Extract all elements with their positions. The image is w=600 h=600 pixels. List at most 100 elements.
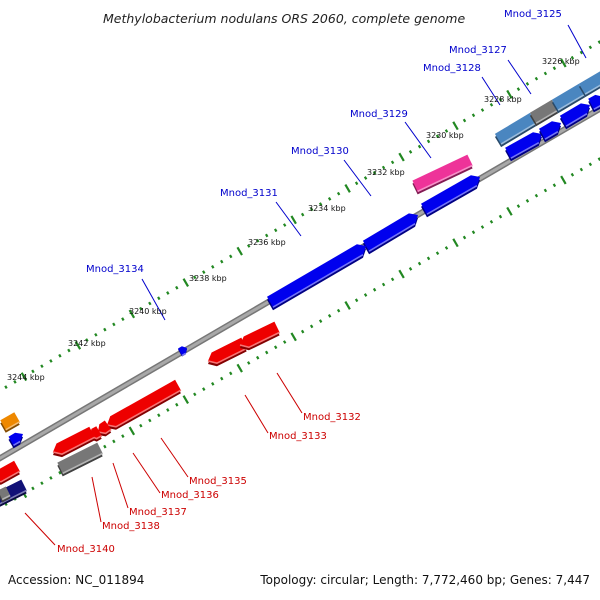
callout-line bbox=[244, 394, 269, 434]
gene-label-reverse[interactable]: Mnod_3140 bbox=[57, 544, 115, 555]
scale-label: 3244 kbp bbox=[7, 373, 45, 382]
scale-tick bbox=[363, 293, 368, 297]
gene-body bbox=[107, 379, 181, 427]
gene-feature bbox=[0, 486, 11, 503]
scale-tick bbox=[128, 309, 136, 319]
scale-tick bbox=[273, 228, 278, 233]
gene-label-reverse[interactable]: Mnod_3137 bbox=[129, 507, 187, 518]
scale-label: 3238 kbp bbox=[189, 274, 227, 283]
gene-body bbox=[98, 420, 112, 434]
gene-label-reverse[interactable]: Mnod_3135 bbox=[189, 476, 247, 487]
scale-tick bbox=[300, 212, 305, 217]
callout-line bbox=[481, 76, 501, 106]
scale-tick bbox=[175, 285, 179, 290]
gene-label-forward[interactable]: Mnod_3127 bbox=[449, 45, 507, 56]
scale-tick bbox=[193, 275, 197, 280]
scale-tick bbox=[202, 387, 206, 391]
gene-highlight bbox=[52, 436, 96, 455]
scale-tick bbox=[588, 162, 593, 167]
gene-body bbox=[240, 321, 280, 348]
gene-label-reverse[interactable]: Mnod_3133 bbox=[269, 431, 327, 442]
scale-tick bbox=[229, 254, 233, 259]
scale-tick bbox=[426, 256, 431, 261]
scale-tick bbox=[139, 306, 143, 311]
gene-feature bbox=[0, 412, 21, 433]
scale-tick bbox=[444, 129, 449, 133]
gene-label-forward[interactable]: Mnod_3128 bbox=[423, 63, 481, 74]
scale-tick bbox=[175, 402, 179, 407]
gene-body bbox=[529, 99, 559, 124]
scale-label: 3228 kbp bbox=[484, 95, 522, 104]
gene-label-forward[interactable]: Mnod_3131 bbox=[220, 188, 278, 199]
gene-body bbox=[559, 103, 590, 127]
scale-tick bbox=[112, 439, 116, 444]
scale-tick bbox=[398, 152, 405, 162]
callout-line bbox=[24, 512, 56, 546]
scale-label: 3230 kbp bbox=[426, 131, 464, 140]
scale-tick bbox=[516, 204, 521, 208]
accession-text: Accession: NC_011894 bbox=[8, 573, 145, 587]
gene-highlight bbox=[0, 470, 21, 483]
scale-tick bbox=[94, 332, 98, 337]
scale-tick bbox=[247, 361, 251, 365]
gene-highlight bbox=[0, 489, 28, 505]
scale-tick bbox=[103, 444, 107, 449]
scale-tick bbox=[211, 382, 215, 386]
scale-tick bbox=[166, 291, 170, 295]
scale-tick bbox=[40, 481, 44, 486]
scale-tick bbox=[336, 308, 341, 313]
gene-feature bbox=[578, 71, 600, 98]
scale-tick bbox=[516, 87, 521, 91]
scale-tick bbox=[543, 188, 548, 193]
scale-tick bbox=[67, 348, 71, 353]
gene-feature bbox=[412, 154, 473, 195]
gene-body bbox=[494, 112, 537, 145]
gene-label-forward[interactable]: Mnod_3134 bbox=[86, 264, 144, 275]
scale-tick bbox=[202, 270, 206, 274]
scale-tick bbox=[471, 230, 476, 235]
scale-tick bbox=[560, 58, 567, 68]
scale-tick bbox=[273, 345, 278, 350]
scale-label: 3240 kbp bbox=[129, 307, 167, 316]
scale-tick bbox=[506, 89, 513, 99]
scale-tick bbox=[327, 314, 332, 318]
scale-tick bbox=[182, 395, 189, 404]
scale-tick bbox=[390, 277, 395, 282]
gene-highlight bbox=[272, 254, 364, 308]
scale-tick bbox=[4, 385, 8, 389]
scale-tick bbox=[58, 353, 62, 358]
scale-tick bbox=[220, 376, 224, 381]
gene-label-reverse[interactable]: Mnod_3138 bbox=[102, 521, 160, 532]
scale-tick bbox=[264, 350, 269, 355]
gene-label-reverse[interactable]: Mnod_3136 bbox=[161, 490, 219, 501]
scale-tick bbox=[128, 426, 136, 436]
scale-tick bbox=[480, 225, 485, 229]
scale-tick bbox=[13, 380, 17, 384]
scale-tick bbox=[462, 118, 467, 123]
scale-tick bbox=[579, 50, 584, 55]
gene-label-forward[interactable]: Mnod_3125 bbox=[504, 9, 562, 20]
scale-tick bbox=[417, 144, 422, 149]
scale-tick bbox=[372, 287, 377, 292]
gene-label-forward[interactable]: Mnod_3130 bbox=[291, 146, 349, 157]
scale-tick bbox=[318, 319, 323, 323]
gene-label-forward[interactable]: Mnod_3129 bbox=[350, 109, 408, 120]
gene-highlight bbox=[239, 331, 280, 349]
scale-tick bbox=[49, 476, 53, 480]
gene-feature bbox=[106, 379, 182, 430]
scale-tick bbox=[256, 355, 260, 360]
scale-tick bbox=[381, 165, 386, 170]
scale-tick bbox=[543, 71, 548, 76]
gene-body bbox=[588, 94, 600, 110]
scale-tick bbox=[31, 486, 35, 491]
scale-tick bbox=[534, 76, 539, 81]
gene-label-reverse[interactable]: Mnod_3132 bbox=[303, 412, 361, 423]
callout-line bbox=[91, 476, 102, 523]
scale-tick bbox=[560, 175, 567, 185]
callout-line bbox=[141, 278, 166, 321]
scale-tick bbox=[471, 113, 476, 118]
gene-body bbox=[421, 175, 480, 215]
scale-tick bbox=[74, 340, 82, 350]
scale-tick bbox=[236, 363, 243, 373]
